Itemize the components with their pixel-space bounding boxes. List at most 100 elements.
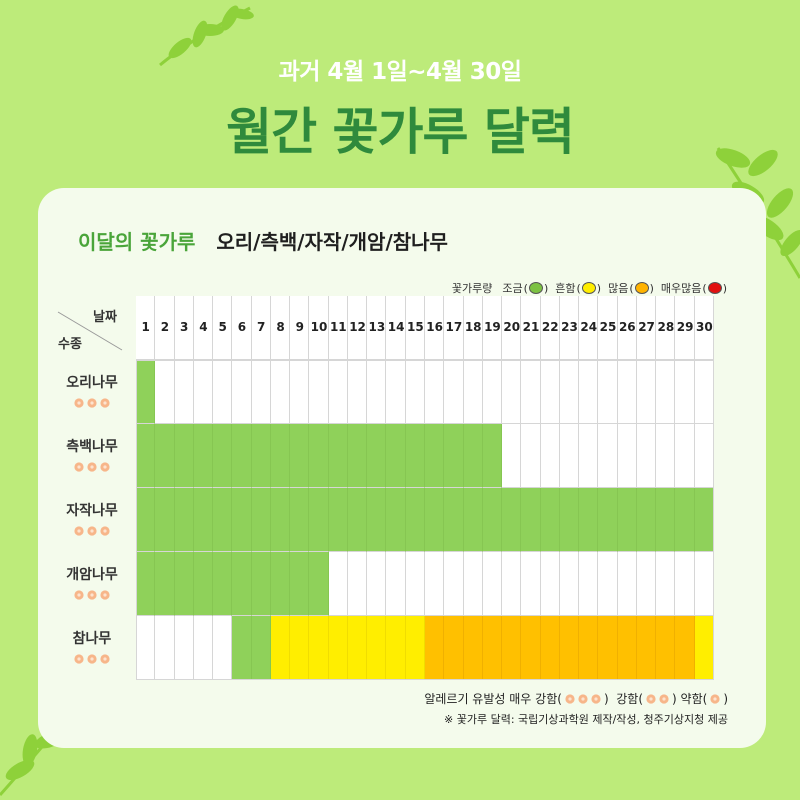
- pollen-cell: [444, 488, 464, 552]
- pollen-cell: [694, 424, 714, 488]
- pollen-cell: [309, 552, 329, 616]
- allergy-marks: [52, 590, 132, 600]
- day-number: 26: [618, 320, 636, 334]
- day-header-cell: [636, 296, 657, 360]
- pollen-cell: [540, 424, 560, 488]
- pollen-cell: [347, 360, 368, 424]
- weak-label: 약함(: [680, 692, 708, 706]
- pollen-legend: 꽃가루량 조금() 흔함() 많음() 매우많음(): [452, 280, 728, 296]
- flower-icon: [528, 282, 543, 294]
- pollen-cell: [521, 552, 541, 616]
- pollen-cell: [463, 360, 483, 424]
- species-row-label: 측백나무: [52, 436, 132, 472]
- flower-icon: [581, 282, 596, 294]
- pollen-cell: [636, 552, 657, 616]
- allergy-label: 알레르기 유발성: [424, 692, 506, 706]
- flower-icon: [564, 693, 602, 704]
- legend-label: 흔함: [555, 282, 576, 295]
- pollen-cell: [309, 424, 329, 488]
- day-header-cell: [136, 296, 156, 360]
- pollen-cell: [193, 488, 214, 552]
- day-number: 17: [445, 320, 463, 334]
- day-number: 5: [218, 320, 227, 334]
- flower-icon: [74, 654, 84, 664]
- pollen-cell: [347, 616, 368, 680]
- species-row-label: 오리나무: [52, 372, 132, 408]
- pollen-cell: [579, 360, 599, 424]
- day-number: 8: [276, 320, 285, 334]
- day-header-cell: [328, 296, 348, 360]
- pollen-cell: [367, 616, 387, 680]
- strong-label: 강함(: [616, 692, 644, 706]
- day-number: 24: [580, 320, 598, 334]
- pollen-cell: [213, 552, 233, 616]
- pollen-cell: [579, 488, 599, 552]
- pollen-cell: [425, 552, 445, 616]
- allergy-footer: 알레르기 유발성 매우 강함( ) 강함( ) 약함( ): [424, 690, 728, 707]
- species-row-label: 개암나무: [52, 564, 132, 600]
- pollen-cell: [425, 488, 445, 552]
- pollen-cell: [405, 552, 425, 616]
- species-value: 오리/측백/자작/개암/참나무: [216, 230, 448, 254]
- pollen-cell: [444, 360, 464, 424]
- flower-icon: [74, 526, 84, 536]
- pollen-cell: [347, 552, 368, 616]
- day-header-cell: [174, 296, 194, 360]
- pollen-cell: [232, 488, 252, 552]
- species-label: 이달의 꽃가루: [78, 230, 196, 254]
- flower-icon: [591, 693, 601, 704]
- pollen-cell: [617, 424, 637, 488]
- pollen-cell: [444, 424, 464, 488]
- species-name: 개암나무: [66, 567, 118, 583]
- pollen-cell: [521, 360, 541, 424]
- flower-icon: [74, 590, 84, 600]
- flower-icon: [87, 590, 97, 600]
- pollen-cell: [579, 424, 599, 488]
- pollen-cell: [174, 424, 194, 488]
- page-title: 월간 꽃가루 달력: [226, 103, 575, 161]
- species-name: 측백나무: [66, 439, 118, 455]
- pollen-cell: [579, 616, 599, 680]
- pollen-cell: [425, 424, 445, 488]
- pollen-cell: [502, 488, 522, 552]
- pollen-cell: [270, 424, 291, 488]
- day-number: 9: [295, 320, 304, 334]
- pollen-cell: [425, 360, 445, 424]
- pollen-cell: [174, 360, 194, 424]
- flower-icon: [87, 462, 97, 472]
- day-header-cell: [270, 296, 291, 360]
- day-header-cell: [309, 296, 329, 360]
- pollen-cell: [251, 424, 271, 488]
- allergy-marks: [52, 526, 132, 536]
- pollen-cell: [482, 360, 503, 424]
- day-header-cell: [290, 296, 310, 360]
- pollen-cell: [251, 552, 271, 616]
- pollen-cell: [386, 360, 406, 424]
- day-number: 7: [257, 320, 266, 334]
- pollen-cell: [136, 616, 156, 680]
- pollen-cell: [463, 488, 483, 552]
- flower-icon: [659, 693, 669, 704]
- pollen-cell: [675, 360, 695, 424]
- day-number: 14: [387, 320, 405, 334]
- pollen-cell: [502, 616, 522, 680]
- flower-icon: [707, 282, 722, 294]
- pollen-cell: [328, 616, 348, 680]
- flower-icon: [87, 654, 97, 664]
- pollen-cell: [656, 424, 676, 488]
- pollen-cell: [174, 552, 194, 616]
- pollen-cell: [328, 488, 348, 552]
- pollen-cell: [174, 616, 194, 680]
- flower-icon: [634, 282, 649, 294]
- pollen-cell: [656, 616, 676, 680]
- pollen-cell: [193, 424, 214, 488]
- day-header-cell: [232, 296, 252, 360]
- pollen-cell: [598, 616, 618, 680]
- day-header-cell: [675, 296, 695, 360]
- day-number: 16: [426, 320, 443, 334]
- pollen-cell: [251, 488, 271, 552]
- flower-icon: [709, 693, 721, 704]
- species-name: 자작나무: [66, 503, 118, 519]
- pollen-cell: [232, 552, 252, 616]
- legend-item-little: 조금(): [502, 281, 549, 296]
